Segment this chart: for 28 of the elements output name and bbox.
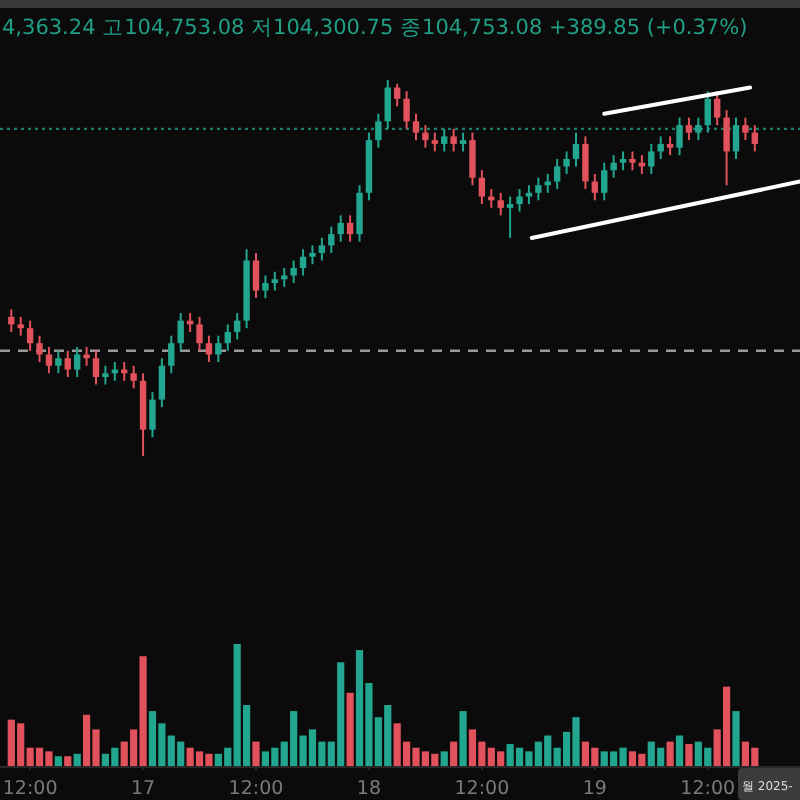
x-tick-label: 19 — [582, 778, 607, 800]
bar — [732, 711, 740, 766]
x-tick-label: 12:00 — [680, 778, 736, 800]
bar — [675, 735, 684, 766]
bar — [685, 744, 693, 766]
bar — [440, 751, 448, 766]
x-tick-label: 18 — [356, 778, 382, 800]
bar — [252, 741, 260, 766]
bar — [666, 741, 674, 766]
bar — [346, 692, 354, 766]
bar — [628, 751, 637, 766]
bar — [73, 753, 81, 766]
bar — [101, 753, 110, 766]
bar — [261, 751, 270, 766]
bar — [741, 741, 750, 766]
bar — [722, 686, 731, 766]
text: 4,363.24 고104,753.08 저104,300.75 종104,753.08 +389.85 (+0.37%) — [2, 16, 748, 40]
bar — [64, 756, 72, 766]
bar — [148, 711, 157, 766]
x-tick-label: 12:00 — [454, 778, 510, 800]
bar — [468, 729, 477, 766]
bar — [459, 711, 467, 766]
bar — [450, 741, 458, 766]
x-tick-label: 12:00 — [228, 778, 284, 800]
bar — [581, 741, 590, 766]
x-tick-label: 17 — [130, 778, 156, 800]
bar — [54, 756, 62, 766]
x-tick-label: 12:00 — [2, 778, 58, 800]
